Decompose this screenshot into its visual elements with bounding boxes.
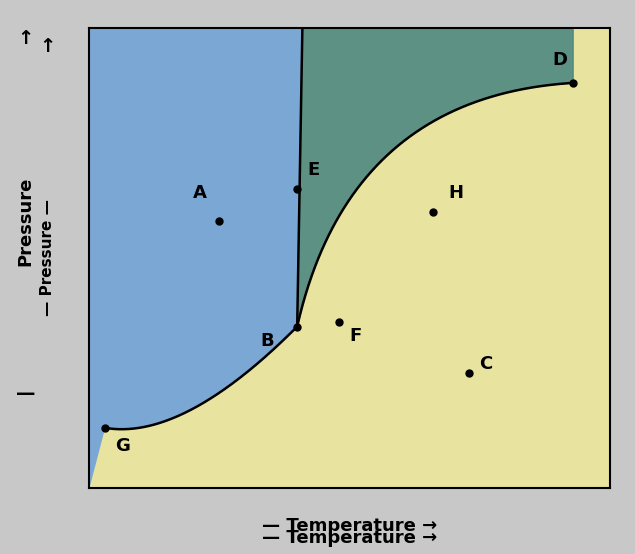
- Text: ↑: ↑: [39, 37, 55, 56]
- Text: —: —: [16, 384, 35, 403]
- Text: — Temperature →: — Temperature →: [262, 517, 437, 535]
- Polygon shape: [297, 28, 573, 327]
- Text: F: F: [349, 327, 361, 345]
- Polygon shape: [89, 28, 302, 488]
- Text: — Temperature →: — Temperature →: [262, 529, 437, 547]
- Text: D: D: [552, 51, 567, 69]
- Text: G: G: [115, 437, 130, 455]
- Text: H: H: [448, 184, 463, 202]
- Text: Pressure: Pressure: [17, 177, 34, 266]
- Text: E: E: [307, 161, 320, 179]
- Text: A: A: [193, 184, 207, 202]
- Text: C: C: [479, 355, 493, 372]
- Text: — Pressure —: — Pressure —: [40, 199, 55, 316]
- Text: ↑: ↑: [17, 29, 34, 48]
- Text: B: B: [261, 332, 274, 350]
